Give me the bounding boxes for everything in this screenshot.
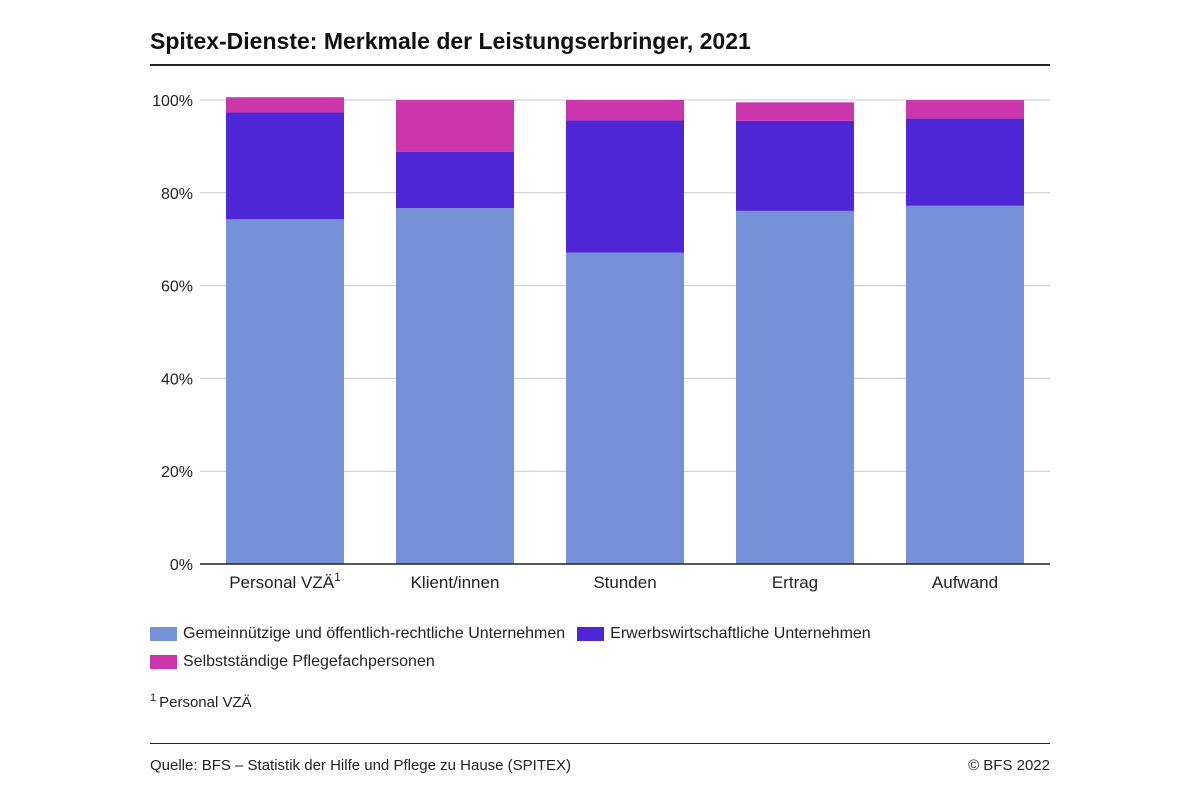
bar-segment: [736, 210, 854, 564]
y-tick-label: 40%: [161, 371, 193, 388]
bar-segment: [396, 208, 514, 564]
bar-segment: [566, 100, 684, 121]
chart-title: Spitex-Dienste: Merkmale der Leistungser…: [150, 28, 751, 54]
footnote-marker: 1: [150, 692, 157, 704]
y-tick-label: 100%: [152, 93, 193, 110]
x-tick-label: Stunden: [593, 573, 656, 592]
legend-label-erwerbswirtschaftliche: Erwerbswirtschaftliche Unternehmen: [610, 625, 871, 642]
footnote-text: Personal VZÄ: [159, 694, 252, 711]
x-tick-label: Klient/innen: [411, 573, 500, 592]
x-tick-label: Aufwand: [932, 573, 998, 592]
legend-row-2: Selbstständige Pflegefachpersonen: [150, 648, 1050, 676]
x-tick-label: Personal VZÄ1: [229, 570, 341, 592]
bar-segment: [736, 102, 854, 121]
bar-segment: [226, 97, 344, 113]
bar-segment: [226, 112, 344, 220]
legend-item-selbststaendige: Selbstständige Pflegefachpersonen: [150, 653, 435, 671]
x-tick-superscript: 1: [334, 570, 341, 584]
legend-swatch-erwerbswirtschaftliche: [577, 627, 605, 641]
legend-swatch-selbststaendige: [150, 655, 177, 669]
footer-divider: [150, 743, 1050, 744]
bar-segment: [906, 118, 1024, 206]
legend-row-1: Gemeinnützige und öffentlich-rechtliche …: [150, 620, 1050, 648]
bar-segment: [566, 120, 684, 253]
y-tick-label: 80%: [161, 186, 193, 203]
title-divider: [150, 64, 1050, 66]
bar-segment: [906, 100, 1024, 119]
legend-item-erwerbswirtschaftliche: Erwerbswirtschaftliche Unternehmen: [577, 625, 871, 643]
legend-label-gemeinnuetzige: Gemeinnützige und öffentlich-rechtliche …: [183, 625, 566, 642]
x-tick-label: Ertrag: [772, 573, 818, 592]
source-text: Quelle: BFS – Statistik der Hilfe und Pf…: [150, 757, 572, 774]
legend-label-selbststaendige: Selbstständige Pflegefachpersonen: [183, 653, 435, 670]
copyright-text: © BFS 2022: [968, 757, 1050, 774]
bar-segment: [396, 151, 514, 209]
bar-segment: [226, 219, 344, 565]
y-tick-label: 60%: [161, 279, 193, 296]
y-tick-label: 0%: [170, 557, 193, 574]
footnote: 1 Personal VZÄ: [150, 692, 252, 711]
bar-segment: [396, 100, 514, 152]
legend-item-gemeinnuetzige: Gemeinnützige und öffentlich-rechtliche …: [150, 625, 565, 643]
bar-segment: [566, 252, 684, 564]
legend: Gemeinnützige und öffentlich-rechtliche …: [150, 620, 1050, 676]
bar-segment: [736, 120, 854, 211]
y-tick-label: 20%: [161, 464, 193, 481]
stacked-bar-chart: 0% 20% 40% 60% 80% 100% Personal VZÄ1 Klient/in…: [152, 93, 1050, 592]
legend-swatch-gemeinnuetzige: [150, 627, 177, 641]
bar-segment: [906, 205, 1024, 565]
